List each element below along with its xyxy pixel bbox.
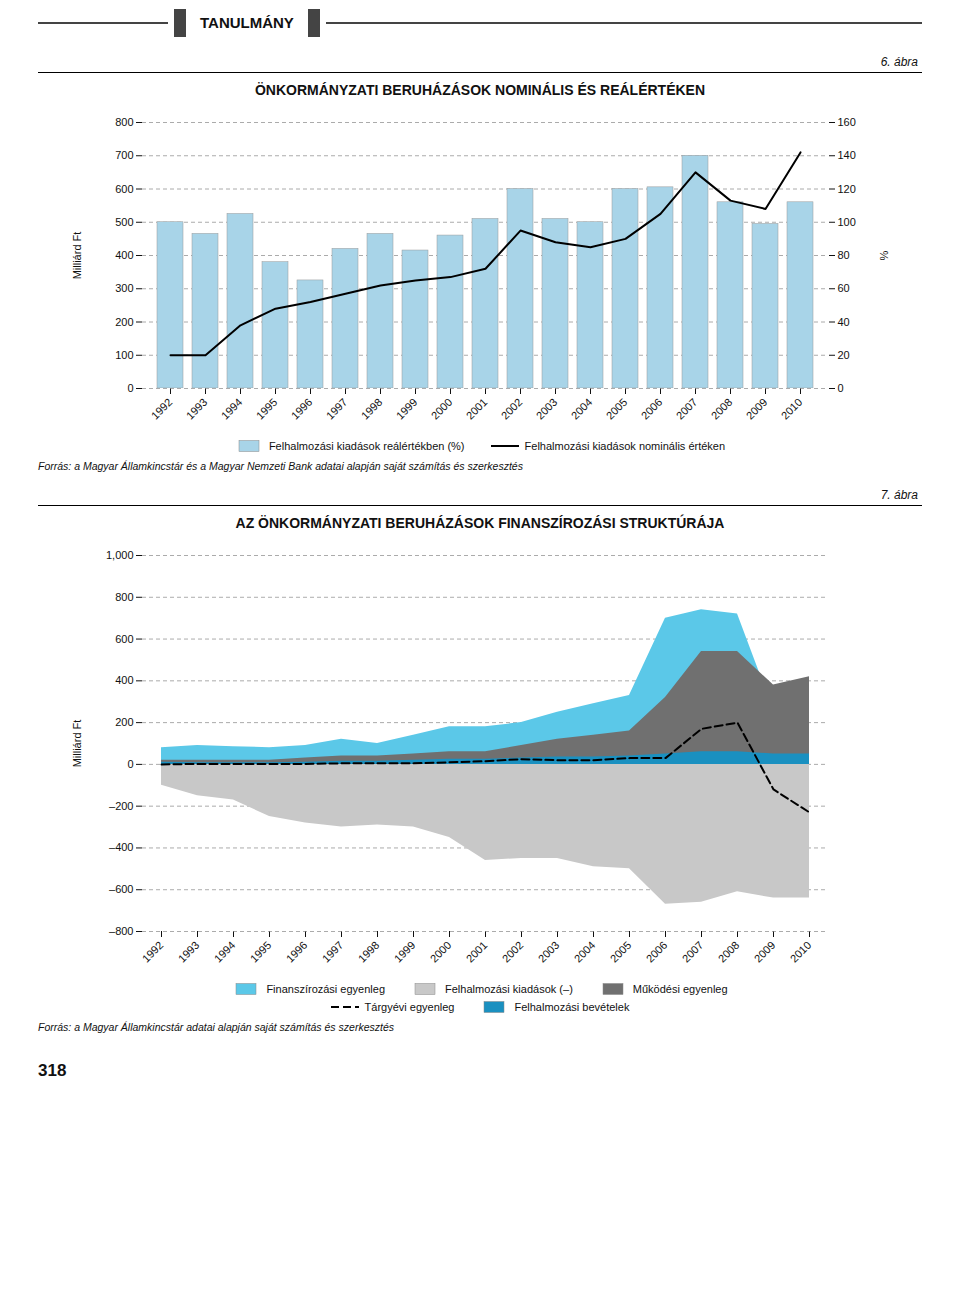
html-text:Tárgyévi egyenleg: Tárgyévi egyenleg xyxy=(364,1001,455,1013)
svg-text:2001: 2001 xyxy=(464,939,490,965)
svg-text:Milliárd Ft: Milliárd Ft xyxy=(71,232,83,280)
svg-text:1996: 1996 xyxy=(289,396,315,422)
svg-text:1998: 1998 xyxy=(359,396,385,422)
svg-text:0: 0 xyxy=(127,758,133,770)
svg-text:1995: 1995 xyxy=(248,939,274,965)
svg-text:2002: 2002 xyxy=(499,396,525,422)
svg-text:700: 700 xyxy=(115,149,133,161)
html-text:6. ábra: 6. ábra xyxy=(880,55,918,69)
svg-text:1994: 1994 xyxy=(219,396,245,422)
svg-text:60: 60 xyxy=(838,282,850,294)
html-text:Felhalmozási bevételek: Felhalmozási bevételek xyxy=(514,1001,630,1013)
html-text:ÖNKORMÁNYZATI BERUHÁZÁSOK NOMI: ÖNKORMÁNYZATI BERUHÁZÁSOK NOMINÁLIS ÉS R… xyxy=(255,82,705,98)
html-text:Felhalmozási kiadások nomináli: Felhalmozási kiadások nominális értéken xyxy=(524,440,726,452)
svg-text:300: 300 xyxy=(115,282,133,294)
svg-text:–600: –600 xyxy=(109,883,133,895)
html-text:7. ábra: 7. ábra xyxy=(880,488,918,502)
svg-text:200: 200 xyxy=(115,316,133,328)
svg-text:1998: 1998 xyxy=(356,939,382,965)
svg-text:2006: 2006 xyxy=(644,939,670,965)
html-text:Finanszírozási egyenleg: Finanszírozási egyenleg xyxy=(266,983,385,995)
svg-text:–800: –800 xyxy=(109,925,133,937)
html-text:Működési egyenleg: Működési egyenleg xyxy=(632,983,728,995)
svg-text:2007: 2007 xyxy=(680,939,706,965)
svg-text:2001: 2001 xyxy=(464,396,490,422)
svg-text:1992: 1992 xyxy=(149,396,175,422)
svg-text:2000: 2000 xyxy=(428,939,454,965)
svg-text:1997: 1997 xyxy=(324,396,350,422)
svg-text:2000: 2000 xyxy=(429,396,455,422)
svg-text:120: 120 xyxy=(838,183,856,195)
svg-text:2008: 2008 xyxy=(709,396,735,422)
svg-text:2009: 2009 xyxy=(744,396,770,422)
html-text:Forrás: a Magyar Államkincstár: Forrás: a Magyar Államkincstár és a Magy… xyxy=(38,460,523,472)
svg-text:1996: 1996 xyxy=(284,939,310,965)
svg-text:2005: 2005 xyxy=(604,396,630,422)
html-text:Felhalmozási kiadások reálérté: Felhalmozási kiadások reálértékben (%) xyxy=(268,440,465,452)
html-text:318: 318 xyxy=(38,1061,67,1080)
svg-text:400: 400 xyxy=(115,674,133,686)
svg-text:1997: 1997 xyxy=(320,939,346,965)
svg-text:1993: 1993 xyxy=(184,396,210,422)
svg-text:0: 0 xyxy=(127,382,133,394)
svg-text:1992: 1992 xyxy=(140,939,166,965)
svg-text:800: 800 xyxy=(115,591,133,603)
svg-text:2002: 2002 xyxy=(500,939,526,965)
svg-text:%: % xyxy=(878,250,890,260)
svg-text:1999: 1999 xyxy=(394,396,420,422)
svg-text:160: 160 xyxy=(838,116,856,128)
svg-text:2005: 2005 xyxy=(608,939,634,965)
svg-text:80: 80 xyxy=(838,249,850,261)
svg-text:800: 800 xyxy=(115,116,133,128)
svg-text:–200: –200 xyxy=(109,800,133,812)
svg-text:20: 20 xyxy=(838,349,850,361)
html-text:AZ ÖNKORMÁNYZATI BERUHÁZÁSOK F: AZ ÖNKORMÁNYZATI BERUHÁZÁSOK FINANSZÍROZ… xyxy=(235,515,725,531)
svg-text:2004: 2004 xyxy=(572,939,598,965)
svg-text:1993: 1993 xyxy=(176,939,202,965)
svg-text:0: 0 xyxy=(838,382,844,394)
html-text:Felhalmozási kiadások (–): Felhalmozási kiadások (–) xyxy=(445,983,573,995)
svg-text:2003: 2003 xyxy=(536,939,562,965)
svg-text:600: 600 xyxy=(115,183,133,195)
svg-text:100: 100 xyxy=(115,349,133,361)
svg-text:2006: 2006 xyxy=(639,396,665,422)
html-text:TANULMÁNY: TANULMÁNY xyxy=(200,14,294,31)
svg-text:1995: 1995 xyxy=(254,396,280,422)
svg-text:2010: 2010 xyxy=(788,939,814,965)
svg-text:1,000: 1,000 xyxy=(106,549,134,561)
svg-text:100: 100 xyxy=(838,216,856,228)
svg-text:Milliárd Ft: Milliárd Ft xyxy=(71,720,83,768)
svg-text:400: 400 xyxy=(115,249,133,261)
svg-text:2008: 2008 xyxy=(716,939,742,965)
svg-text:1999: 1999 xyxy=(392,939,418,965)
svg-text:2009: 2009 xyxy=(752,939,778,965)
svg-text:40: 40 xyxy=(838,316,850,328)
svg-text:–400: –400 xyxy=(109,841,133,853)
svg-text:2007: 2007 xyxy=(674,396,700,422)
svg-text:600: 600 xyxy=(115,633,133,645)
svg-text:500: 500 xyxy=(115,216,133,228)
svg-text:200: 200 xyxy=(115,716,133,728)
html-text:Forrás: a Magyar Államkincstár: Forrás: a Magyar Államkincstár adatai al… xyxy=(38,1021,394,1033)
svg-text:2004: 2004 xyxy=(569,396,595,422)
svg-text:1994: 1994 xyxy=(212,939,238,965)
svg-text:2003: 2003 xyxy=(534,396,560,422)
svg-text:140: 140 xyxy=(838,149,856,161)
svg-text:2010: 2010 xyxy=(779,396,805,422)
